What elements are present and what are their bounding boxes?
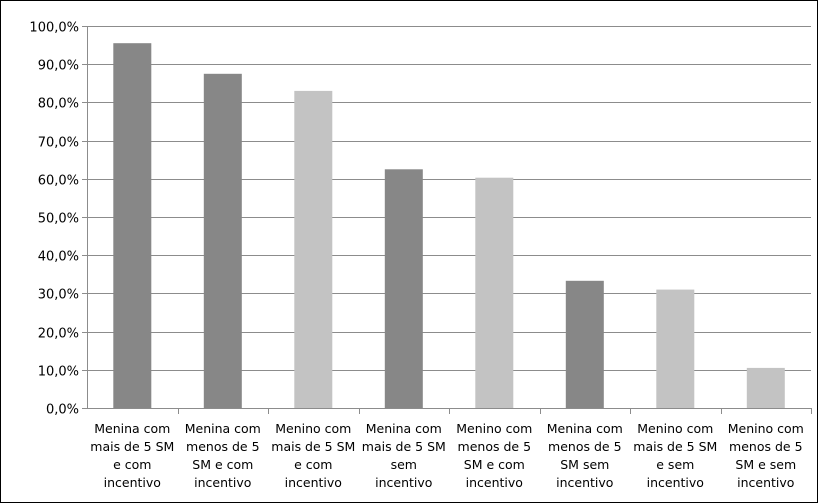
x-category-label-line: Menino com: [275, 421, 351, 436]
y-tick-labels: 0,0% 10,0% 20,0% 30,0% 40,0% 50,0% 60,0% 70,0% 8…: [29, 21, 79, 418]
x-category-label-line: mais de 5 SM: [633, 439, 717, 454]
x-category-label: Menina com mais de 5 SM e com incentivo: [90, 421, 174, 490]
x-category-label-line: mais de 5 SM: [271, 439, 355, 454]
x-category-label-line: SM sem: [560, 457, 609, 472]
bar: [565, 280, 604, 408]
x-category-label-line: e com: [294, 457, 332, 472]
axes: [82, 26, 812, 414]
bars: [113, 43, 785, 409]
x-category-label-line: SM e com: [464, 457, 525, 472]
x-category-label-line: menos de 5: [458, 439, 531, 454]
x-category-label-line: incentivo: [194, 475, 251, 490]
x-category-label-line: incentivo: [737, 475, 794, 490]
x-category-label-line: menos de 5: [729, 439, 802, 454]
x-category-label-line: Menina com: [185, 421, 261, 436]
x-category-label-line: Menino com: [637, 421, 713, 436]
x-category-label-line: SM e sem: [735, 457, 796, 472]
y-tick-label: 0,0%: [46, 403, 79, 418]
y-tick-label: 30,0%: [38, 288, 79, 303]
x-category-label-line: incentivo: [285, 475, 342, 490]
y-tick-label: 70,0%: [38, 136, 79, 151]
x-category-label-line: Menina com: [547, 421, 623, 436]
bar: [656, 289, 695, 408]
x-category-label-line: e sem: [656, 457, 694, 472]
y-tick-label: 80,0%: [38, 97, 79, 112]
x-category-label: Menina com mais de 5 SM sem incentivo: [362, 421, 446, 490]
x-category-label-line: menos de 5: [186, 439, 259, 454]
x-category-label-line: sem: [391, 457, 417, 472]
y-tick-label: 40,0%: [38, 250, 79, 265]
y-tick-label: 100,0%: [29, 21, 79, 36]
x-category-label-line: Menina com: [366, 421, 442, 436]
x-category-label-line: Menino com: [456, 421, 532, 436]
x-category-label-line: menos de 5: [548, 439, 621, 454]
x-category-label-line: mais de 5 SM: [362, 439, 446, 454]
y-tick-label: 90,0%: [38, 59, 79, 74]
x-category-label: Menino com menos de 5 SM e com incentivo: [456, 421, 532, 490]
x-category-label-line: Menina com: [94, 421, 170, 436]
bar: [294, 90, 333, 409]
bar: [475, 177, 514, 408]
x-category-label: Menina com menos de 5 SM e com incentivo: [185, 421, 261, 490]
x-category-label-line: Menino com: [728, 421, 804, 436]
x-category-label-line: incentivo: [647, 475, 704, 490]
x-category-label: Menina com menos de 5 SM sem incentivo: [547, 421, 623, 490]
category-labels: Menina com mais de 5 SM e com incentivoMeni…: [90, 421, 804, 490]
x-category-label-line: incentivo: [104, 475, 161, 490]
y-tick-label: 10,0%: [38, 365, 79, 380]
x-category-label-line: incentivo: [375, 475, 432, 490]
bar: [384, 169, 423, 409]
gridlines: [87, 26, 811, 371]
x-category-label-line: e com: [113, 457, 151, 472]
x-category-label-line: incentivo: [466, 475, 523, 490]
y-tick-label: 20,0%: [38, 327, 79, 342]
y-tick-label: 60,0%: [38, 174, 79, 189]
bar: [113, 43, 152, 408]
x-category-label: Menino com mais de 5 SM e com incentivo: [271, 421, 355, 490]
x-category-label-line: mais de 5 SM: [90, 439, 174, 454]
bar: [203, 73, 242, 409]
x-category-label-line: SM e com: [192, 457, 253, 472]
y-tick-label: 50,0%: [38, 212, 79, 227]
bar: [746, 367, 785, 408]
x-category-label: Menino com menos de 5 SM e sem incentivo: [728, 421, 804, 490]
x-category-label-line: incentivo: [556, 475, 613, 490]
x-category-label: Menino com mais de 5 SM e sem incentivo: [633, 421, 717, 490]
